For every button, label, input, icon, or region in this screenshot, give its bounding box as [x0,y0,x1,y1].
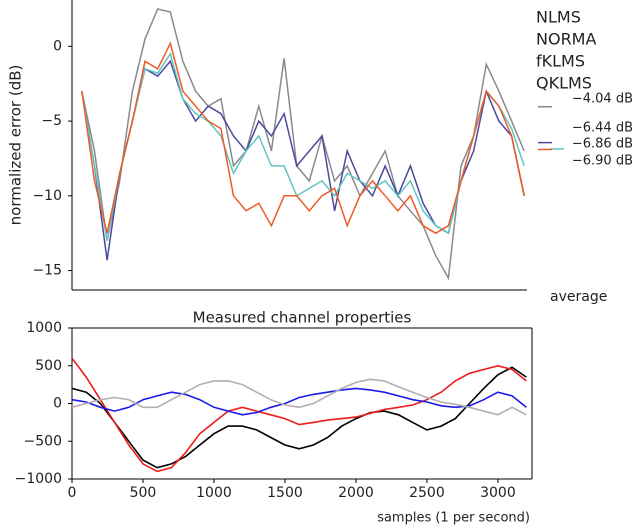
y-tick-label: −5 [41,113,62,129]
y-tick-label: −15 [32,263,62,279]
series-line [81,41,525,235]
x-tick-label: 3000 [480,485,516,501]
y-axis-label: normalized error (dB) [7,65,25,226]
series-line [81,59,525,261]
average-label: −6.86 dB [572,137,633,152]
legend-entry: QKLMS [536,74,592,93]
x-tick-label: 0 [68,485,77,501]
series-line [71,366,527,469]
x-tick-label: 2000 [338,485,374,501]
y-tick-label: −10 [32,188,62,204]
series-line [81,52,525,241]
x-tick-label: 1500 [267,485,303,501]
legend-entry: NORMA [536,30,596,49]
chart-title: Measured channel properties [193,309,412,327]
average-label: −4.04 dB [572,92,633,107]
x-tick-label: 1000 [196,485,232,501]
series-line [81,8,525,281]
series-line [71,357,527,473]
legend-entry: NLMS [536,8,581,27]
y-tick-label: −1000 [15,471,62,487]
y-tick-label: 0 [53,38,62,54]
y-tick-label: 500 [35,358,62,374]
series-line [71,387,527,416]
x-tick-label: 2500 [409,485,445,501]
y-tick-label: 1000 [26,320,62,336]
x-tick-label: 500 [130,485,157,501]
y-tick-label: 0 [53,396,62,412]
series-line [71,378,527,416]
average-title: average [550,289,607,305]
x-axis-label: samples (1 per second) [377,511,530,526]
average-label: −6.90 dB [572,154,633,169]
average-label: −6.44 dB [572,121,633,136]
legend-entry: fKLMS [536,52,585,71]
y-tick-label: −500 [24,433,62,449]
